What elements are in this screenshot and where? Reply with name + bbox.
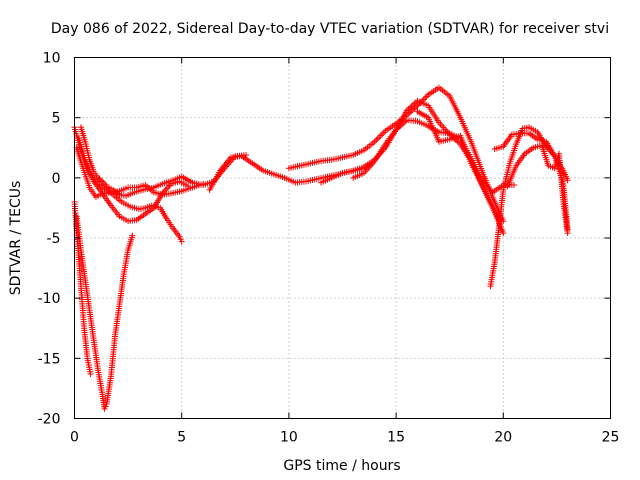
data-point <box>377 132 384 139</box>
x-tick-label: 20 <box>494 430 512 446</box>
data-point <box>185 183 192 190</box>
x-tick-label: 5 <box>177 430 186 446</box>
x-tick-label: 0 <box>70 430 79 446</box>
y-tick-label: -10 <box>38 291 61 307</box>
data-point <box>129 232 136 239</box>
x-axis-label: GPS time / hours <box>283 458 400 474</box>
data-point <box>97 177 104 184</box>
data-point <box>374 135 381 142</box>
data-point <box>500 230 507 237</box>
data-series <box>71 84 571 412</box>
data-point <box>511 182 518 189</box>
y-axis-label: SDTVAR / TECUs <box>8 181 24 296</box>
x-tick-label: 10 <box>280 430 298 446</box>
y-tick-label: -5 <box>47 231 61 247</box>
series-arc-14 <box>504 142 571 237</box>
series-arc-11 <box>414 108 503 223</box>
x-tick-label: 25 <box>602 430 620 446</box>
series-arc-5 <box>71 198 94 377</box>
data-point <box>373 137 380 144</box>
axis-ticks: 0 5 10 15 20 25 -20 -15 -10 -5 0 5 10 <box>38 51 620 446</box>
y-tick-label: -15 <box>38 351 61 367</box>
y-tick-label: 5 <box>52 111 61 127</box>
data-point <box>380 129 387 136</box>
data-point <box>422 94 429 101</box>
series-arc-7 <box>206 153 374 193</box>
series-arc-3 <box>75 135 192 225</box>
chart-title: Day 086 of 2022, Sidereal Day-to-day VTE… <box>51 21 609 37</box>
y-tick-label: -20 <box>38 412 61 428</box>
grid <box>74 57 611 419</box>
series-arc-9 <box>318 97 507 237</box>
data-point <box>564 177 571 184</box>
y-tick-label: 0 <box>52 171 61 187</box>
data-point <box>423 93 430 100</box>
data-point <box>379 130 386 137</box>
x-tick-label: 15 <box>387 430 405 446</box>
data-point <box>87 370 94 377</box>
data-point <box>454 138 461 145</box>
series-arc-6 <box>73 213 136 412</box>
data-point <box>564 230 571 237</box>
data-point <box>178 238 185 245</box>
data-point <box>376 134 383 141</box>
y-tick-label: 10 <box>43 51 61 67</box>
